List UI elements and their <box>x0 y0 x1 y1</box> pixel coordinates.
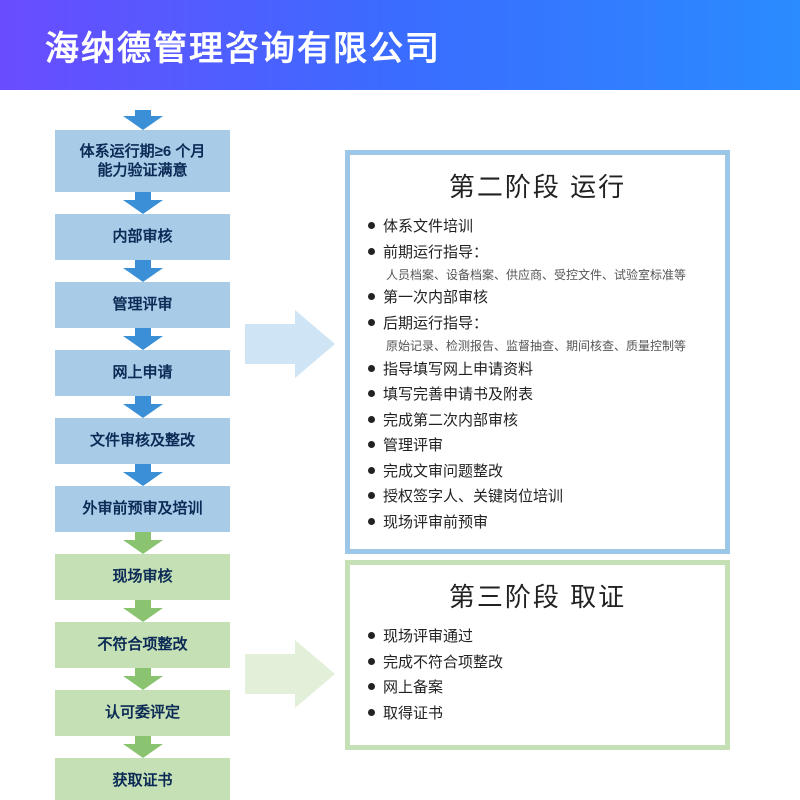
flow-step: 不符合项整改 <box>55 622 230 668</box>
flow-step: 获取证书 <box>55 758 230 800</box>
flow-step: 外审前预审及培训 <box>55 486 230 532</box>
phase-list-item: 管理评审 <box>368 433 707 459</box>
arrow-down-icon <box>135 464 151 472</box>
arrow-down-icon <box>135 532 151 540</box>
arrow-down-icon <box>135 396 151 404</box>
phase-list-item: 完成第二次内部审核 <box>368 408 707 434</box>
phase-list-item: 人员档案、设备档案、供应商、受控文件、试验室标准等 <box>368 265 707 285</box>
phase-3-panel: 第三阶段 取证 现场评审通过完成不符合项整改网上备案取得证书 <box>345 560 730 750</box>
flow-step: 文件审核及整改 <box>55 418 230 464</box>
arrow-down-icon <box>123 540 163 554</box>
flow-step: 网上申请 <box>55 350 230 396</box>
arrow-down-icon <box>123 744 163 758</box>
arrow-down-icon <box>135 260 151 268</box>
phase-list-item: 指导填写网上申请资料 <box>368 357 707 383</box>
flow-step: 内部审核 <box>55 214 230 260</box>
arrow-down-icon <box>135 192 151 200</box>
arrow-down-icon <box>123 200 163 214</box>
banner-title: 海纳德管理咨询有限公司 <box>45 21 441 70</box>
arrow-down-icon <box>123 676 163 690</box>
phase-list-item: 取得证书 <box>368 701 707 727</box>
arrow-down-icon <box>123 336 163 350</box>
arrow-down-icon <box>135 668 151 676</box>
arrow-down-icon <box>135 600 151 608</box>
flow-step: 现场审核 <box>55 554 230 600</box>
phase-list-item: 前期运行指导： <box>368 240 707 266</box>
phase-list-item: 体系文件培训 <box>368 214 707 240</box>
arrow-down-icon <box>123 608 163 622</box>
phase-2-list: 体系文件培训前期运行指导：人员档案、设备档案、供应商、受控文件、试验室标准等第一… <box>368 214 707 535</box>
flow-column: 体系运行期≥6 个月 能力验证满意内部审核管理评审网上申请文件审核及整改外审前预… <box>55 110 230 800</box>
phase-list-item: 完成不符合项整改 <box>368 650 707 676</box>
phase-2-panel: 第二阶段 运行 体系文件培训前期运行指导：人员档案、设备档案、供应商、受控文件、… <box>345 150 730 554</box>
phase-2-title: 第二阶段 运行 <box>368 167 707 204</box>
phase-list-item: 现场评审通过 <box>368 624 707 650</box>
flow-step: 体系运行期≥6 个月 能力验证满意 <box>55 130 230 192</box>
arrow-down-icon <box>123 404 163 418</box>
arrow-down-icon <box>135 328 151 336</box>
phase-list-item: 完成文审问题整改 <box>368 459 707 485</box>
phase-list-item: 第一次内部审核 <box>368 285 707 311</box>
phase-3-list: 现场评审通过完成不符合项整改网上备案取得证书 <box>368 624 707 726</box>
arrow-down-icon <box>135 736 151 744</box>
flow-step: 认可委评定 <box>55 690 230 736</box>
phase-list-item: 填写完善申请书及附表 <box>368 382 707 408</box>
arrow-down-icon <box>123 472 163 486</box>
phase-list-item: 后期运行指导： <box>368 311 707 337</box>
phase-3-title: 第三阶段 取证 <box>368 577 707 614</box>
flow-step: 管理评审 <box>55 282 230 328</box>
phase-list-item: 现场评审前预审 <box>368 510 707 536</box>
top-banner: 海纳德管理咨询有限公司 <box>0 0 800 90</box>
arrow-down-icon <box>123 268 163 282</box>
phase-list-item: 授权签字人、关键岗位培训 <box>368 484 707 510</box>
phase-list-item: 原始记录、检测报告、监督抽查、期间核查、质量控制等 <box>368 336 707 356</box>
phase-list-item: 网上备案 <box>368 675 707 701</box>
